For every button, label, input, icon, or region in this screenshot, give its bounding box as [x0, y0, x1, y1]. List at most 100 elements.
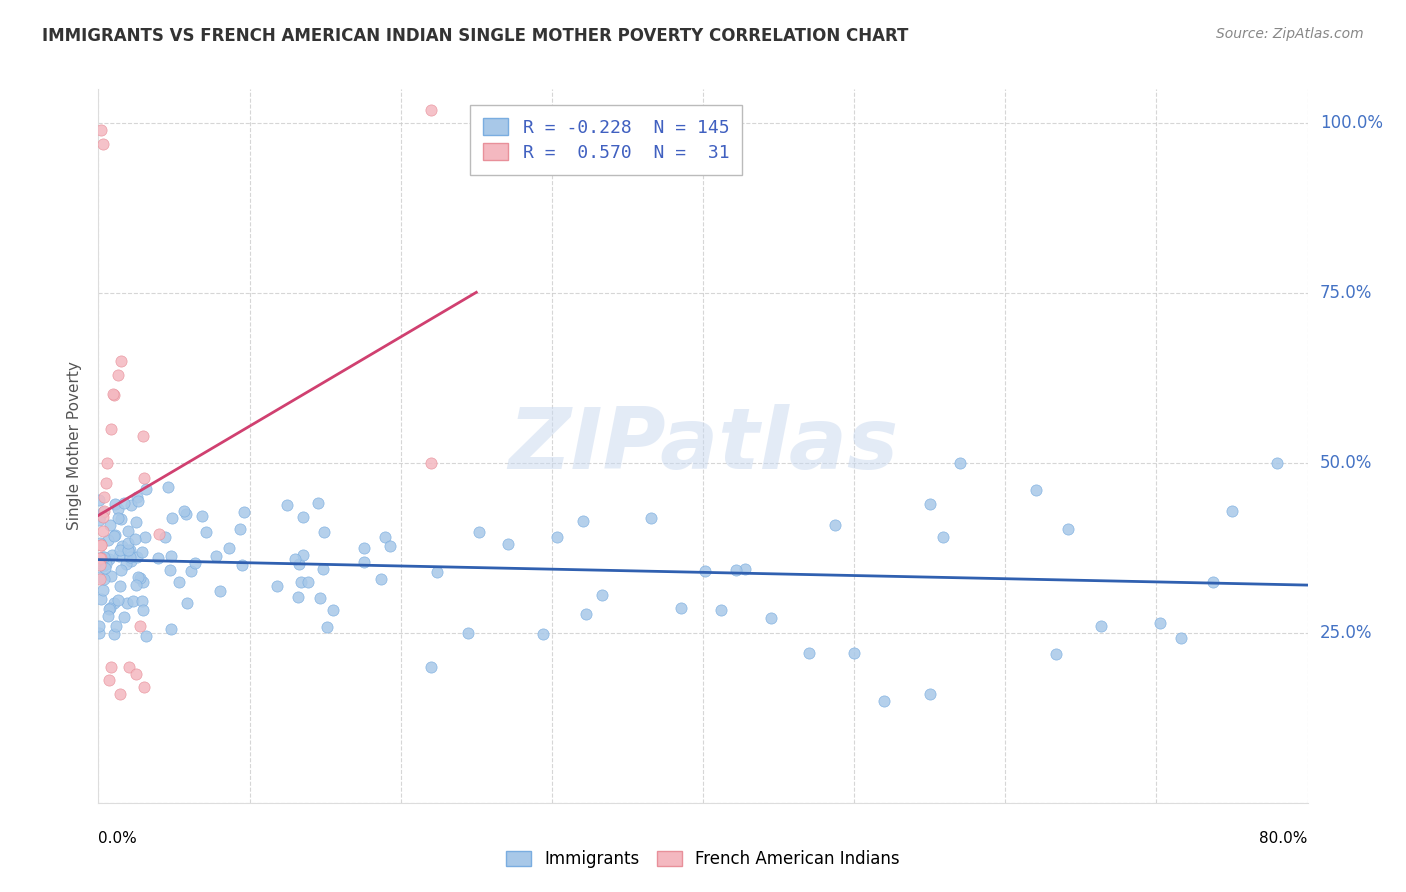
Point — [90, 551, 112, 566]
Point — [292, 548, 315, 562]
Point — [127, 549, 149, 564]
Point — [89, 536, 111, 550]
Point — [87, 625, 110, 640]
Point — [132, 575, 155, 590]
Point — [131, 545, 153, 559]
Point — [292, 510, 315, 524]
Point — [90, 537, 112, 551]
Point — [89, 513, 111, 527]
Point — [100, 569, 122, 583]
Point — [287, 590, 309, 604]
Point — [1090, 619, 1112, 633]
Point — [1267, 456, 1289, 470]
Point — [103, 596, 125, 610]
Point — [797, 646, 820, 660]
Legend: Immigrants, French American Indians: Immigrants, French American Indians — [499, 844, 907, 875]
Point — [498, 537, 520, 551]
Point — [90, 556, 112, 570]
Point — [284, 552, 307, 566]
Point — [89, 572, 111, 586]
Point — [574, 607, 596, 622]
Point — [108, 549, 131, 563]
Point — [93, 549, 115, 564]
Point — [117, 535, 139, 549]
Point — [115, 596, 138, 610]
Text: 100.0%: 100.0% — [1320, 114, 1382, 132]
Point — [135, 482, 157, 496]
Point — [180, 564, 202, 578]
Point — [107, 510, 129, 524]
Point — [103, 388, 125, 402]
Point — [457, 625, 479, 640]
Point — [307, 496, 329, 510]
Legend: R = -0.228  N = 145, R =  0.570  N =  31: R = -0.228 N = 145, R = 0.570 N = 31 — [471, 105, 742, 175]
Point — [1170, 631, 1192, 645]
Point — [1202, 574, 1225, 589]
Point — [105, 619, 128, 633]
Point — [124, 533, 146, 547]
Point — [1045, 647, 1067, 661]
Point — [824, 517, 846, 532]
Point — [546, 530, 568, 544]
Point — [110, 563, 132, 577]
Point — [353, 555, 375, 569]
Point — [127, 494, 149, 508]
Point — [104, 528, 127, 542]
Point — [117, 542, 139, 557]
Point — [110, 539, 132, 553]
Point — [232, 505, 254, 519]
Point — [131, 594, 153, 608]
Point — [91, 505, 114, 519]
Point — [420, 103, 443, 117]
Point — [231, 558, 253, 572]
Point — [128, 619, 150, 633]
Point — [844, 646, 866, 660]
Point — [591, 588, 613, 602]
Point — [316, 620, 339, 634]
Point — [873, 694, 896, 708]
Point — [218, 541, 240, 556]
Point — [724, 563, 747, 577]
Point — [114, 557, 136, 571]
Point — [91, 549, 114, 564]
Point — [104, 496, 127, 510]
Point — [1057, 522, 1080, 536]
Point — [734, 562, 756, 576]
Point — [93, 490, 115, 504]
Text: IMMIGRANTS VS FRENCH AMERICAN INDIAN SINGLE MOTHER POVERTY CORRELATION CHART: IMMIGRANTS VS FRENCH AMERICAN INDIAN SIN… — [42, 27, 908, 45]
Point — [190, 508, 212, 523]
Point — [353, 541, 375, 555]
Point — [98, 673, 121, 688]
Point — [176, 595, 198, 609]
Point — [918, 687, 941, 701]
Point — [93, 572, 115, 586]
Point — [157, 480, 180, 494]
Point — [96, 456, 118, 470]
Point — [101, 387, 124, 401]
Point — [89, 558, 111, 572]
Point — [97, 533, 120, 547]
Point — [127, 570, 149, 584]
Point — [120, 542, 142, 557]
Text: 75.0%: 75.0% — [1320, 284, 1372, 302]
Point — [1220, 503, 1243, 517]
Point — [94, 476, 117, 491]
Point — [93, 503, 115, 517]
Point — [91, 582, 114, 597]
Point — [209, 583, 232, 598]
Point — [162, 511, 184, 525]
Point — [103, 528, 125, 542]
Point — [1149, 615, 1171, 630]
Point — [91, 136, 114, 151]
Point — [117, 524, 139, 538]
Point — [87, 570, 110, 584]
Point — [710, 603, 733, 617]
Point — [91, 524, 114, 538]
Y-axis label: Single Mother Poverty: Single Mother Poverty — [67, 361, 83, 531]
Point — [148, 527, 170, 541]
Point — [108, 687, 131, 701]
Point — [132, 429, 155, 443]
Point — [184, 556, 207, 570]
Point — [128, 571, 150, 585]
Point — [640, 511, 662, 525]
